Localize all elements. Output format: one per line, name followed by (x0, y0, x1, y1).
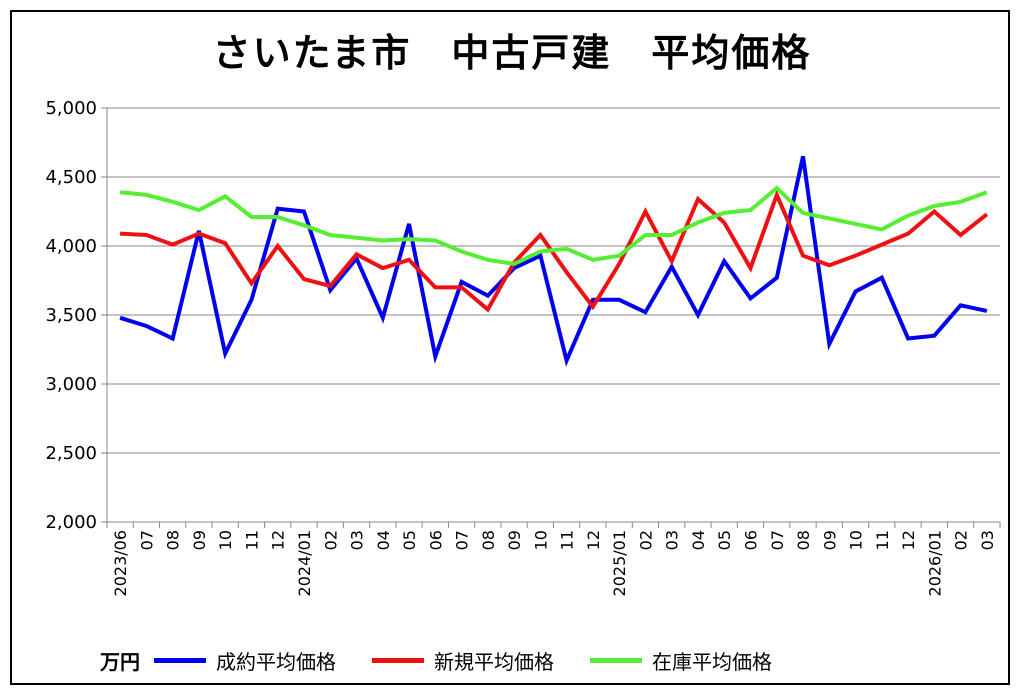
x-tick-label: 11 (558, 530, 577, 550)
gridlines (107, 107, 1000, 523)
y-tick-label: 2,000 (45, 512, 97, 533)
x-axis: 2023/06 07 08 09 10 11 12 2024/01 02 03 04 05 06 07 08… (106, 521, 1001, 596)
x-tick-label: 10 (216, 530, 235, 550)
x-tick-label: 08 (479, 530, 498, 550)
x-tick-label: 04 (374, 530, 393, 550)
x-tick-label: 07 (137, 530, 156, 550)
x-tick-label: 08 (164, 530, 183, 550)
x-tick-label: 11 (242, 530, 261, 550)
x-tick-label: 2023/06 (111, 530, 130, 596)
chart-title: さいたま市 中古戸建 平均価格 (212, 31, 812, 75)
x-tick-label: 2026/01 (925, 530, 944, 596)
y-tick-label: 4,500 (45, 167, 97, 188)
chart-frame (10, 10, 1010, 685)
legend-label: 在庫平均価格 (652, 649, 772, 674)
x-tick-label: 10 (531, 530, 550, 550)
y-tick-label: 4,000 (45, 236, 97, 257)
x-tick-label: 09 (505, 530, 524, 550)
x-tick-label: 02 (636, 530, 655, 550)
y-tick-label: 3,500 (45, 305, 97, 326)
x-tick-label: 03 (978, 530, 997, 550)
x-tick-label: 09 (820, 530, 839, 550)
x-tick-label: 07 (768, 530, 787, 550)
series-lines (119, 155, 989, 367)
y-tick-label: 3,000 (45, 374, 97, 395)
legend-swatch (372, 657, 424, 663)
x-tick-label: 08 (794, 530, 813, 550)
x-tick-label: 2025/01 (610, 530, 629, 596)
x-tick-label: 02 (952, 530, 971, 550)
x-tick-label: 06 (426, 530, 445, 550)
legend-entry-new: 新規平均価格 (372, 646, 554, 675)
x-tick-label: 05 (715, 530, 734, 550)
x-tick-label: 07 (453, 530, 472, 550)
x-tick-label: 11 (873, 530, 892, 550)
series-line-2 (119, 185, 988, 266)
x-tick-label: 06 (741, 530, 760, 550)
unit-label: 万円 (100, 649, 140, 674)
y-axis: 2,000 2,500 3,000 3,500 4,000 4,500 5,000 (45, 98, 108, 533)
legend-label: 新規平均価格 (434, 649, 554, 674)
x-tick-label: 05 (400, 530, 419, 550)
legend: 万円 成約平均価格 新規平均価格 在庫平均価格 (100, 646, 808, 674)
x-tick-label: 04 (689, 530, 708, 550)
x-tick-label: 2024/01 (295, 530, 314, 596)
x-tick-label: 09 (190, 530, 209, 550)
x-tick-label: 12 (269, 530, 288, 550)
x-tick-label: 03 (663, 530, 682, 550)
legend-entry-stock: 在庫平均価格 (590, 646, 772, 675)
series-line-1 (119, 189, 989, 313)
x-tick-label: 03 (348, 530, 367, 550)
legend-label: 成約平均価格 (216, 649, 336, 674)
y-tick-label: 5,000 (45, 98, 97, 119)
x-tick-label: 10 (847, 530, 866, 550)
legend-entry-contract: 成約平均価格 (154, 646, 336, 675)
x-tick-label: 12 (899, 530, 918, 550)
legend-swatch (590, 657, 642, 663)
y-tick-label: 2,500 (45, 443, 97, 464)
series-line-0 (119, 155, 988, 367)
x-tick-label: 12 (584, 530, 603, 550)
legend-swatch (154, 657, 206, 663)
x-tick-label: 02 (321, 530, 340, 550)
